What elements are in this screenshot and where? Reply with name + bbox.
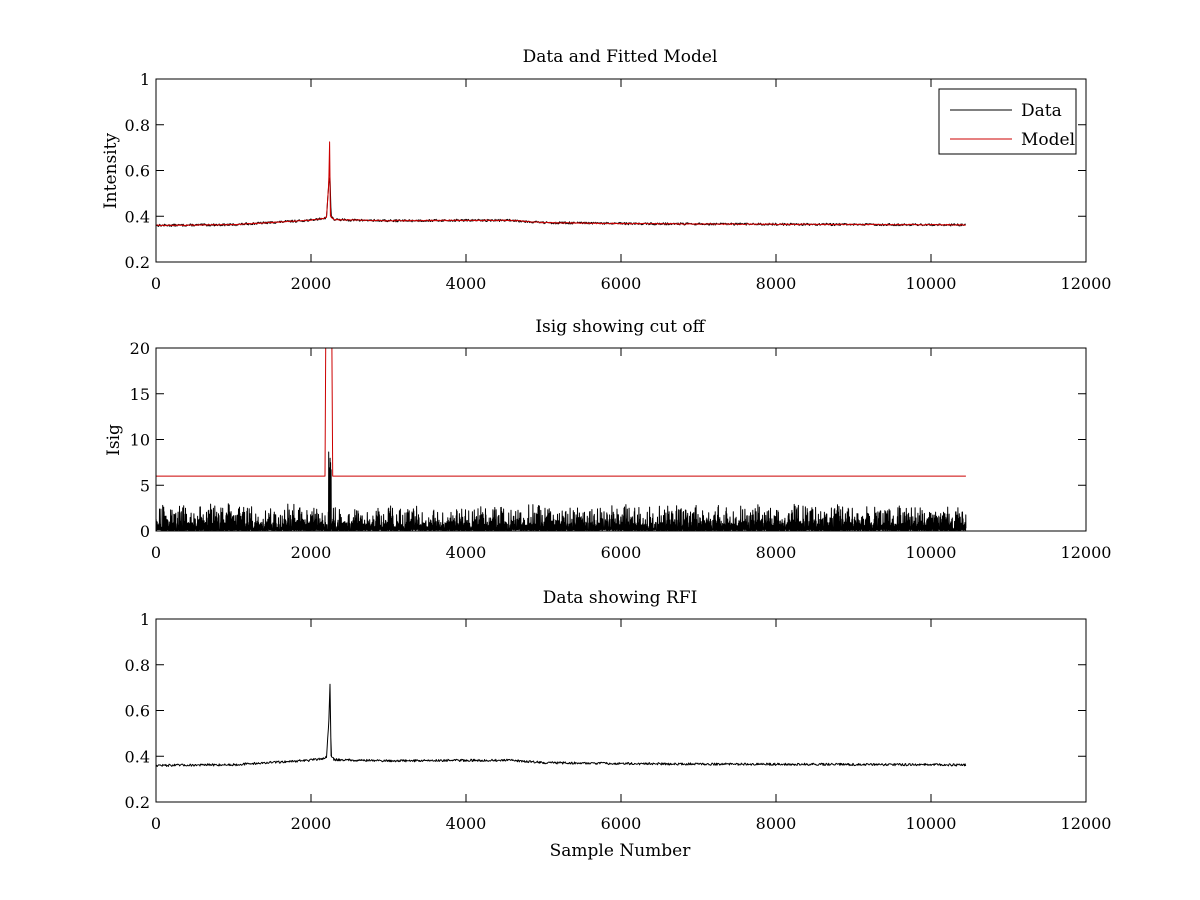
x-tick-label: 2000 <box>291 814 332 833</box>
axes-data-showing-rfi: Data showing RFI Sample Number 0 2000 4000… <box>125 588 1112 861</box>
y-tick-label: 0.6 <box>125 162 150 181</box>
x-tick-label: 8000 <box>756 814 797 833</box>
y-tick-label: 0.6 <box>125 702 150 721</box>
x-axis-label: Sample Number <box>550 841 692 861</box>
y-tick-label: 0.2 <box>125 793 150 812</box>
x-tick-label: 4000 <box>446 814 487 833</box>
x-tick-label: 12000 <box>1061 814 1112 833</box>
x-tick-label: 8000 <box>756 274 797 293</box>
x-tick-label: 6000 <box>601 543 642 562</box>
y-axis-label: Isig <box>104 424 124 456</box>
x-tick-label: 2000 <box>291 274 332 293</box>
y-tick-label: 0 <box>140 522 150 541</box>
x-tick-label: 4000 <box>446 274 487 293</box>
axes-title: Isig showing cut off <box>535 317 706 337</box>
series-line-series-1 <box>156 451 967 531</box>
y-axis-label: Intensity <box>101 133 121 209</box>
x-tick-label: 10000 <box>906 814 957 833</box>
x-tick-label: 2000 <box>291 543 332 562</box>
legend-label-model: Model <box>1021 130 1075 150</box>
plot-area: 0 2000 4000 6000 8000 10000 12000 0 5 10 15 20 <box>130 339 1112 562</box>
x-tick-label: 6000 <box>601 274 642 293</box>
y-tick-label: 1 <box>140 70 150 89</box>
y-tick-label: 1 <box>140 610 150 629</box>
x-tick-label: 0 <box>151 274 161 293</box>
y-tick-label: 0.4 <box>125 747 150 766</box>
axes-title: Data and Fitted Model <box>523 47 718 67</box>
x-tick-label: 0 <box>151 814 161 833</box>
legend-label-data: Data <box>1021 101 1062 121</box>
series-line-series-1 <box>156 683 967 767</box>
x-tick-label: 8000 <box>756 543 797 562</box>
x-tick-label: 10000 <box>906 274 957 293</box>
plot-area: 0 2000 4000 6000 8000 10000 12000 0.2 0.4 0.6 0.8 1 <box>125 610 1112 833</box>
series-line-model <box>156 141 966 227</box>
y-tick-label: 0.2 <box>125 253 150 272</box>
x-tick-label: 10000 <box>906 543 957 562</box>
series-group <box>156 141 966 227</box>
y-tick-label: 0.8 <box>125 656 150 675</box>
axes-isig-showing-cut-off: Isig showing cut off Isig 0 2000 4000 6000 8… <box>104 317 1111 562</box>
x-tick-label: 0 <box>151 543 161 562</box>
legend-box <box>938 88 1077 155</box>
y-tick-label: 0.8 <box>125 116 150 135</box>
series-line-series-2 <box>156 348 966 477</box>
axes-title: Data showing RFI <box>543 588 698 608</box>
y-tick-label: 10 <box>130 431 150 450</box>
series-group <box>156 348 967 531</box>
legend: Data Model <box>938 88 1077 155</box>
y-tick-label: 5 <box>140 476 150 495</box>
y-tick-label: 0.4 <box>125 207 150 226</box>
series-group <box>156 683 967 767</box>
x-tick-label: 12000 <box>1061 274 1112 293</box>
y-tick-label: 20 <box>130 339 150 358</box>
x-tick-label: 12000 <box>1061 543 1112 562</box>
y-tick-label: 15 <box>130 385 150 404</box>
axes-data-and-fitted-model: Data and Fitted Model Intensity 0 2000 400… <box>101 47 1111 293</box>
x-tick-label: 4000 <box>446 543 487 562</box>
x-tick-label: 6000 <box>601 814 642 833</box>
plot-area: 0 2000 4000 6000 8000 10000 12000 0.2 0.4 0.6 0.8 1 <box>125 70 1112 293</box>
